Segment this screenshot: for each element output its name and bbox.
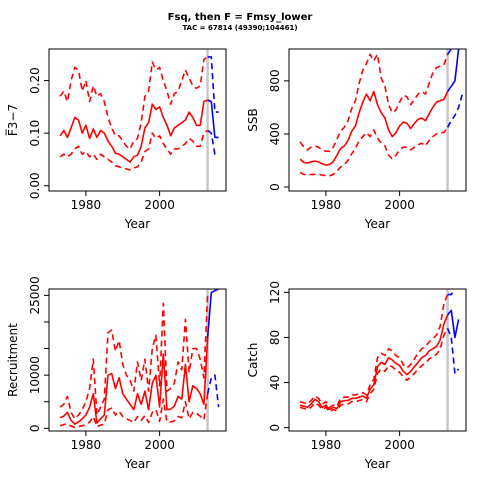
catch-panel-history-upper-line xyxy=(299,294,449,409)
ssb-panel-forecast-lower-line xyxy=(446,93,464,128)
catch-panel-x-tick-label: 1980 xyxy=(311,438,342,452)
fbar-panel-y-tick-label: 0.00 xyxy=(28,172,42,199)
catch-panel-y-tick-label: 40 xyxy=(268,375,282,390)
recruitment-panel-y-tick-label: 0 xyxy=(28,425,42,433)
fbar-panel-x-axis-label: Year xyxy=(124,217,150,231)
fbar-panel-forecast-lower-line xyxy=(207,129,219,155)
fbar-panel-y-axis-label: F̅3−7 xyxy=(5,104,20,136)
fbar-panel-frame xyxy=(48,48,227,192)
recruitment-panel-y-axis-label: Recruitment xyxy=(6,323,20,397)
fbar-panel-x-tick-label: 1980 xyxy=(71,198,102,212)
ssb-panel-x-tick-label: 1980 xyxy=(311,198,342,212)
fbar-panel-y-tick-label: 0.10 xyxy=(28,120,42,147)
catch-panel-y-tick-label: 120 xyxy=(268,281,282,304)
recruitment-panel-y-tick-label: 10000 xyxy=(28,356,42,394)
figure-title: Fsq, then F = Fmsy_lower xyxy=(168,12,313,23)
ssb-panel-history-lower-line xyxy=(299,126,449,177)
fbar-panel-x-tick-label: 2000 xyxy=(144,198,175,212)
ssb-panel-forecast-median-line xyxy=(446,49,460,92)
fbar-panel: 1980 2000 0.00 0.10 0.20 Year F̅3−7 xyxy=(5,48,227,231)
fbar-panel-history-upper-line xyxy=(59,56,209,150)
ssb-panel-x-axis-label: Year xyxy=(364,217,390,231)
ssb-panel-y-tick-label: 400 xyxy=(268,122,282,145)
recruitment-panel-forecast-lower-line xyxy=(206,374,220,408)
recruitment-panel-forecast-median-line xyxy=(206,289,219,338)
ssb-panel-y-tick-label: 0 xyxy=(268,183,282,191)
catch-panel-forecast-upper-line xyxy=(447,289,456,296)
ssb-panel: 1980 2000 0 400 800 Year SSB xyxy=(246,48,467,231)
catch-panel-x-tick-label: 2000 xyxy=(384,438,415,452)
fbar-panel-y-tick-label: 0.20 xyxy=(28,67,42,94)
ssb-panel-x-tick-label: 2000 xyxy=(384,198,415,212)
catch-panel: 1980 2000 0 40 80 120 Year Catch xyxy=(246,281,467,471)
catch-panel-history-lower-line xyxy=(299,328,449,413)
figure-subtitle: TAC = 67814 (49390;104461) xyxy=(182,24,297,32)
ssb-panel-frame xyxy=(288,48,467,192)
recruitment-panel-history-upper-line xyxy=(59,295,209,420)
ssb-panel-forecast-upper-line xyxy=(446,49,455,55)
recruitment-panel-frame xyxy=(48,288,227,432)
ssb-panel-y-axis-label: SSB xyxy=(246,108,260,131)
recruitment-panel-x-axis-label: Year xyxy=(124,457,150,471)
recruitment-panel-history-median-line xyxy=(59,337,209,425)
recruitment-panel-x-tick-label: 1980 xyxy=(71,438,102,452)
recruitment-panel: 1980 2000 0 10000 25000 Year Recruitment xyxy=(6,276,227,471)
recruitment-panel-y-tick-label: 25000 xyxy=(28,276,42,314)
catch-panel-forecast-median-line xyxy=(446,309,460,339)
catch-panel-y-tick-label: 0 xyxy=(268,424,282,432)
fbar-panel-history-median-line xyxy=(59,99,208,163)
fbar-panel-forecast-median-line xyxy=(207,99,219,139)
catch-panel-x-axis-label: Year xyxy=(364,457,390,471)
recruitment-panel-history-lower-line xyxy=(59,393,209,429)
ssb-panel-history-median-line xyxy=(299,90,449,166)
fbar-panel-forecast-upper-line xyxy=(207,56,219,113)
recruitment-panel-x-tick-label: 2000 xyxy=(144,438,175,452)
catch-panel-history-median-line xyxy=(299,314,449,411)
fbar-panel-history-lower-line xyxy=(59,129,209,171)
catch-panel-forecast-lower-line xyxy=(446,328,460,375)
ssb-panel-y-tick-label: 800 xyxy=(268,69,282,92)
catch-panel-y-tick-label: 80 xyxy=(268,330,282,345)
ssb-panel-history-upper-line xyxy=(299,53,449,152)
catch-panel-frame xyxy=(288,288,467,432)
catch-panel-y-axis-label: Catch xyxy=(246,343,260,378)
